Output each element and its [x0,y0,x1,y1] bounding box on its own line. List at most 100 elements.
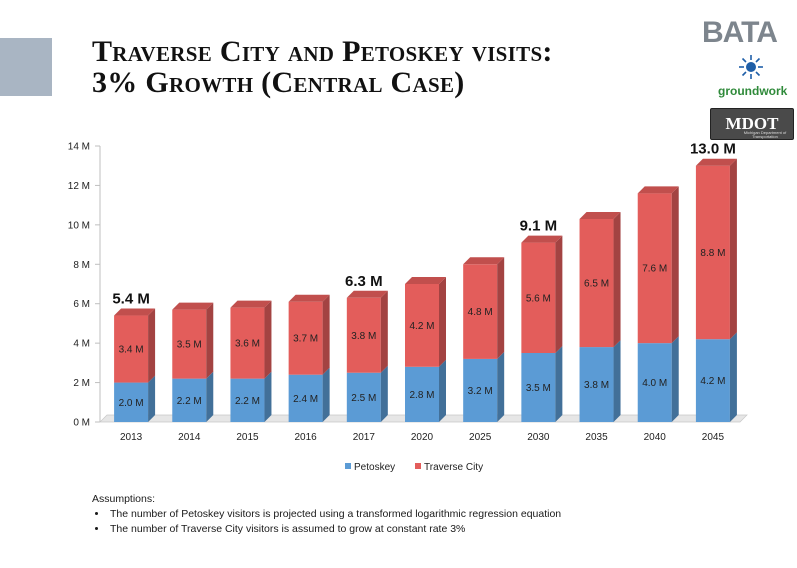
bar-petoskey [463,358,498,422]
bar-petoskey [288,374,323,422]
data-label-petoskey: 2.2 M [235,396,260,407]
assumptions-list: The number of Petoskey visitors is proje… [92,507,561,537]
mdot-logo-text: MDOT [725,114,779,133]
bar-top-face [172,302,214,310]
bar-top-face [405,277,446,284]
title-line-1: Traverse City and Petoskey visits: [92,35,553,68]
data-label-petoskey: 2.4 M [293,394,318,405]
bar-top-face [230,300,272,308]
data-label-traverse-city: 3.7 M [293,334,318,345]
bar-side-traverse-city [729,158,737,340]
y-tick-label: 14 M [68,142,90,153]
bar-top-face [579,211,621,219]
bar-side-traverse-city [555,235,563,353]
assumptions-block: Assumptions: The number of Petoskey visi… [92,492,561,537]
total-label: 6.3 M [345,273,383,290]
legend-swatch-petoskey [345,463,351,469]
bar-petoskey [405,366,439,422]
groundwork-sun-icon [739,55,763,79]
bar-side-traverse-city [671,186,679,344]
y-tick-label: 0 M [73,418,90,429]
data-label-petoskey: 4.0 M [642,378,667,389]
legend-label-petoskey: Petoskey [354,462,395,473]
assumption-item: The number of Petoskey visitors is proje… [108,507,561,522]
bar-top-face [114,308,156,316]
bar-side-traverse-city [148,308,156,383]
data-label-traverse-city: 7.6 M [642,264,667,275]
bar-traverse-city [695,165,730,340]
data-label-traverse-city: 8.8 M [700,248,725,259]
y-tick-label: 10 M [68,220,90,231]
x-tick-label: 2017 [353,432,376,443]
assumptions-heading: Assumptions: [92,493,156,505]
bar-petoskey [346,372,381,422]
bar-petoskey [230,378,265,422]
bar-top-face [637,186,679,194]
data-label-traverse-city: 6.5 M [584,279,609,290]
bata-logo: BATA [702,16,778,49]
bar-traverse-city [637,193,672,344]
bar-side-petoskey [613,340,621,422]
mdot-logo: MDOT Michigan Department of Transportati… [710,108,794,140]
x-tick-label: 2025 [469,432,492,443]
bar-petoskey [172,378,207,422]
groundwork-logo: groundwork [718,84,788,98]
data-label-petoskey: 3.5 M [526,383,551,394]
bar-traverse-city [230,307,265,379]
bar-petoskey [695,339,730,422]
bar-side-petoskey [148,375,156,422]
bar-side-petoskey [555,346,563,422]
bar-traverse-city [288,301,323,375]
y-tick-label: 6 M [73,299,90,310]
bar-side-petoskey [264,371,272,422]
x-tick-label: 2045 [702,432,725,443]
bar-side-petoskey [497,351,505,422]
bar-traverse-city [346,297,381,373]
bar-petoskey [114,382,149,422]
bar-side-petoskey [671,336,679,422]
data-label-petoskey: 3.8 M [584,380,609,391]
bar-top-face [695,158,737,166]
x-tick-label: 2030 [527,432,550,443]
data-label-traverse-city: 4.2 M [409,321,434,332]
bar-traverse-city [172,309,207,379]
bar-petoskey [521,353,556,422]
bar-side-petoskey [206,371,214,422]
bar-top-face [346,290,388,298]
bar-traverse-city [405,284,439,367]
data-label-traverse-city: 4.8 M [468,307,493,318]
data-label-petoskey: 3.2 M [468,386,493,397]
bar-traverse-city [579,218,614,348]
bar-side-traverse-city [613,211,621,348]
bar-side-traverse-city [264,300,272,379]
bar-side-petoskey [380,365,388,422]
data-label-traverse-city: 3.4 M [119,345,144,356]
mdot-logo-subtext: Michigan Department of Transportation [743,130,787,139]
bar-side-traverse-city [497,257,505,359]
x-tick-label: 2013 [120,432,143,443]
bar-side-traverse-city [380,290,388,373]
total-label: 5.4 M [112,291,150,308]
title-line-2: 3% Growth (Central Case) [92,66,465,99]
legend-label-traverse-city: Traverse City [424,462,483,473]
y-tick-label: 4 M [73,339,90,350]
bar-side-petoskey [729,332,737,422]
data-label-traverse-city: 3.6 M [235,339,260,350]
bar-traverse-city [463,264,498,359]
stacked-bar-chart: 0 M 2 M 4 M 6 M 8 M 10 M 12 M 14 M 2.0 M 3.4 M 201… [68,141,748,473]
data-label-traverse-city: 3.5 M [177,340,202,351]
bar-traverse-city [521,242,556,353]
data-label-traverse-city: 3.8 M [351,331,376,342]
data-label-traverse-city: 5.6 M [526,293,551,304]
legend-swatch-traverse-city [415,463,421,469]
bar-top-face [521,235,563,243]
y-tick-label: 2 M [73,378,90,389]
corner-decoration [0,38,52,96]
bar-top-face [463,257,505,265]
x-tick-label: 2020 [411,432,434,443]
bar-side-petoskey [439,359,446,422]
data-label-petoskey: 2.8 M [409,390,434,401]
x-tick-label: 2015 [236,432,259,443]
slide-title: Traverse City and Petoskey visits: 3% Gr… [92,36,692,98]
bar-traverse-city [114,315,149,383]
